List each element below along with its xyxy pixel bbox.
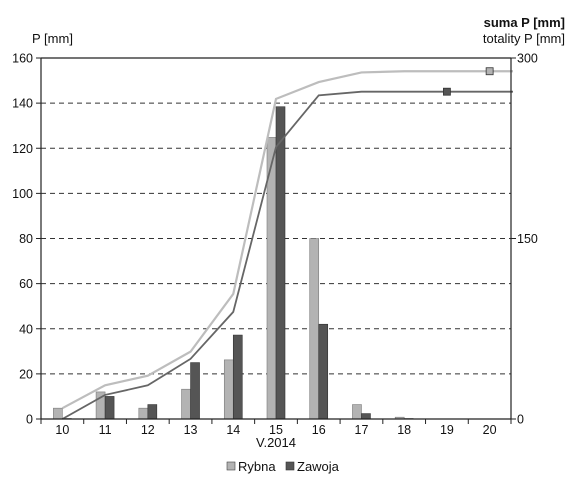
- cumulative-line-rybna: [61, 70, 513, 410]
- line-marker-zawoja: [443, 87, 451, 96]
- bar-rybna: [309, 238, 320, 420]
- legend-label-rybna: Rybna: [238, 459, 276, 474]
- left-tick-label: 40: [19, 322, 33, 336]
- right-axis-label-bold: suma P [mm]: [484, 15, 565, 30]
- left-tick-label: 140: [12, 97, 33, 111]
- bar-zawoja: [232, 334, 243, 420]
- left-tick-label: 20: [19, 367, 33, 381]
- bar-zawoja: [104, 396, 115, 420]
- bar-zawoja: [147, 404, 158, 420]
- bars: [53, 106, 414, 420]
- x-tick-label: 11: [99, 423, 112, 437]
- axes: 0 20 40 60 80 100 120 140 160 0 150 300 10 11 12 13 14 15…: [12, 52, 538, 438]
- bar-rybna: [138, 407, 149, 420]
- x-tick-label: 10: [55, 423, 69, 437]
- bar-rybna: [181, 388, 191, 420]
- left-tick-label: 100: [12, 187, 33, 201]
- left-tick-label: 0: [26, 413, 33, 427]
- left-tick-label: 60: [19, 277, 33, 291]
- cumulative-line-zawoja: [61, 90, 513, 420]
- right-axis-label: totality P [mm]: [483, 31, 565, 46]
- left-tick-label: 80: [19, 232, 33, 246]
- bar-rybna: [352, 404, 362, 420]
- left-axis-label: P [mm]: [32, 31, 73, 46]
- x-tick-label: 20: [483, 423, 497, 437]
- right-tick-label: 0: [517, 413, 524, 427]
- x-tick-label: 18: [397, 423, 411, 437]
- bar-zawoja: [275, 106, 286, 420]
- x-tick-label: 15: [269, 423, 283, 437]
- cumulative-lines: [61, 67, 513, 420]
- legend-swatch-rybna: [226, 461, 236, 471]
- x-axis-label: V.2014: [256, 435, 296, 450]
- left-tick-label: 120: [12, 142, 33, 156]
- x-tick-label: 14: [226, 423, 240, 437]
- right-tick-label: 150: [517, 232, 538, 246]
- x-tick-label: 13: [184, 423, 198, 437]
- right-tick-label: 300: [517, 52, 538, 66]
- x-tick-label: 16: [312, 423, 326, 437]
- legend-label-zawoja: Zawoja: [297, 459, 340, 474]
- legend-swatch-zawoja: [285, 461, 295, 471]
- x-tick-label: 12: [141, 423, 155, 437]
- bar-zawoja: [361, 413, 371, 420]
- bar-zawoja: [318, 323, 329, 420]
- x-tick-label: 17: [355, 423, 369, 437]
- left-tick-label: 160: [12, 52, 33, 66]
- legend: Rybna Zawoja: [226, 459, 340, 474]
- bar-rybna: [223, 359, 234, 420]
- line-marker-rybna: [485, 67, 494, 76]
- bar-rybna: [53, 407, 63, 420]
- x-tick-label: 19: [440, 423, 454, 437]
- bar-zawoja: [190, 362, 200, 420]
